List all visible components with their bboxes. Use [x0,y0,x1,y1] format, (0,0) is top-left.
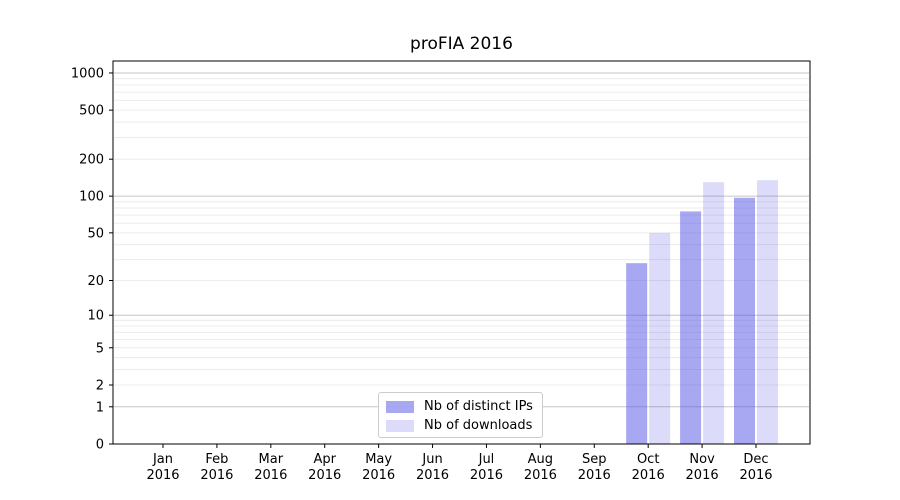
x-tick-label-year: 2016 [470,468,503,483]
x-tick-label-month: Jul [478,452,495,467]
y-tick-label: 500 [79,104,104,119]
x-tick-label-year: 2016 [686,468,719,483]
x-tick-label-year: 2016 [200,468,233,483]
x-tick-label-year: 2016 [632,468,665,483]
bar-downloads-oct [649,232,671,444]
bar-downloads-dec [757,180,778,444]
x-tick-label-month: Oct [637,452,659,467]
y-tick-label: 200 [79,153,104,168]
x-tick-label-month: Feb [205,452,228,467]
y-tick-label: 10 [87,309,104,324]
legend-item-distinct-ips: Nb of distinct IPs [386,397,542,416]
chart-title: proFIA 2016 [410,34,513,54]
plot-border [112,60,811,445]
x-tick-label-year: 2016 [739,468,772,483]
x-tick-label-month: May [365,452,392,467]
x-tick-label-year: 2016 [524,468,557,483]
x-tick-label-year: 2016 [146,468,179,483]
legend-label-distinct-ips: Nb of distinct IPs [424,399,533,414]
bar-distinct-ips-nov [680,211,702,444]
x-tick-label-month: Aug [528,452,553,467]
legend-item-downloads: Nb of downloads [386,416,542,435]
legend-swatch-downloads [386,419,414,432]
legend: Nb of distinct IPs Nb of downloads [378,392,543,438]
x-tick-label-month: Sep [582,452,607,467]
bar-distinct-ips-oct [626,263,648,444]
legend-swatch-distinct-ips [386,400,414,413]
y-tick-label: 2 [96,379,104,394]
y-tick-label: 5 [96,341,104,356]
x-tick-label-month: Mar [259,452,284,467]
y-tick-label: 0 [96,438,104,453]
y-tick-label: 100 [79,190,104,205]
x-tick-label-month: Dec [743,452,768,467]
legend-label-downloads: Nb of downloads [424,418,533,433]
x-tick-label-month: Apr [313,452,336,467]
bar-distinct-ips-dec [734,197,755,444]
x-tick-label-year: 2016 [254,468,287,483]
x-tick-label-year: 2016 [416,468,449,483]
y-tick-label: 1 [96,400,104,415]
x-tick-label-month: Jun [421,452,442,467]
x-tick-label-year: 2016 [308,468,341,483]
y-tick-label: 1000 [71,66,104,81]
y-tick-label: 50 [87,226,104,241]
x-tick-label-year: 2016 [362,468,395,483]
x-tick-label-month: Nov [689,452,715,467]
y-tick-label: 20 [87,274,104,289]
x-tick-label-year: 2016 [578,468,611,483]
x-tick-label-month: Jan [152,452,173,467]
bar-downloads-nov [703,182,725,444]
